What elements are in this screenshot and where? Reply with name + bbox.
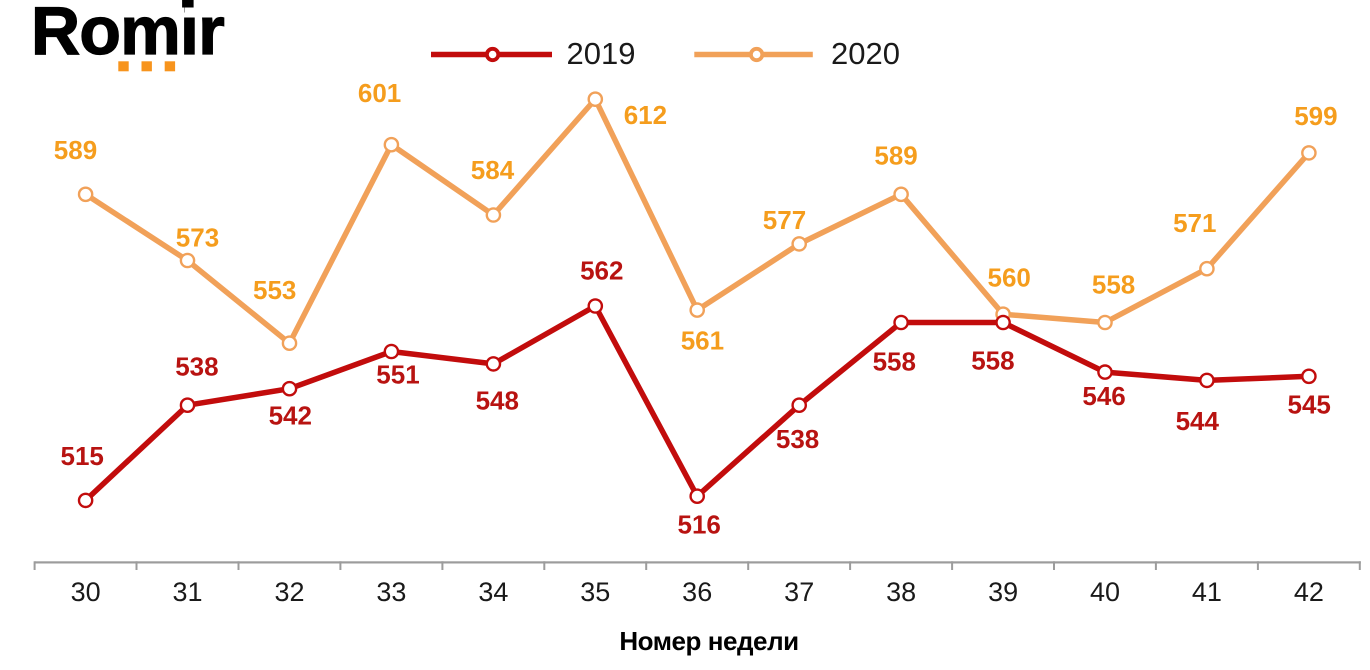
svg-text:558: 558 [1092, 269, 1135, 299]
svg-text:571: 571 [1173, 208, 1216, 238]
svg-text:542: 542 [269, 400, 312, 430]
svg-text:601: 601 [358, 78, 401, 108]
svg-text:538: 538 [175, 351, 218, 381]
svg-text:599: 599 [1294, 101, 1337, 131]
svg-text:31: 31 [172, 577, 202, 607]
svg-text:577: 577 [763, 205, 806, 235]
svg-text:562: 562 [580, 256, 623, 286]
svg-text:516: 516 [678, 510, 721, 540]
svg-text:515: 515 [61, 441, 104, 471]
svg-text:40: 40 [1090, 577, 1120, 607]
svg-text:561: 561 [681, 326, 724, 356]
svg-text:551: 551 [376, 359, 419, 389]
svg-text:573: 573 [176, 223, 219, 253]
svg-text:38: 38 [886, 577, 916, 607]
svg-text:584: 584 [471, 155, 515, 185]
svg-text:42: 42 [1294, 577, 1324, 607]
svg-text:545: 545 [1288, 389, 1331, 419]
svg-text:553: 553 [253, 275, 296, 305]
svg-text:34: 34 [478, 577, 508, 607]
svg-text:538: 538 [776, 424, 819, 454]
svg-text:548: 548 [476, 385, 519, 415]
svg-text:39: 39 [988, 577, 1018, 607]
svg-text:35: 35 [580, 577, 610, 607]
svg-text:558: 558 [873, 346, 916, 376]
svg-text:2020: 2020 [831, 36, 900, 71]
svg-text:560: 560 [988, 263, 1031, 293]
svg-text:546: 546 [1082, 381, 1125, 411]
svg-text:2019: 2019 [567, 36, 636, 71]
svg-text:589: 589 [874, 140, 917, 170]
svg-text:33: 33 [376, 577, 406, 607]
svg-text:544: 544 [1176, 406, 1220, 436]
svg-text:32: 32 [274, 577, 304, 607]
svg-text:41: 41 [1192, 577, 1222, 607]
svg-text:589: 589 [54, 135, 97, 165]
svg-text:30: 30 [71, 577, 101, 607]
svg-text:612: 612 [624, 100, 667, 130]
svg-text:37: 37 [784, 577, 814, 607]
svg-text:36: 36 [682, 577, 712, 607]
svg-text:558: 558 [971, 345, 1014, 375]
svg-text:Номер недели: Номер недели [619, 626, 798, 656]
